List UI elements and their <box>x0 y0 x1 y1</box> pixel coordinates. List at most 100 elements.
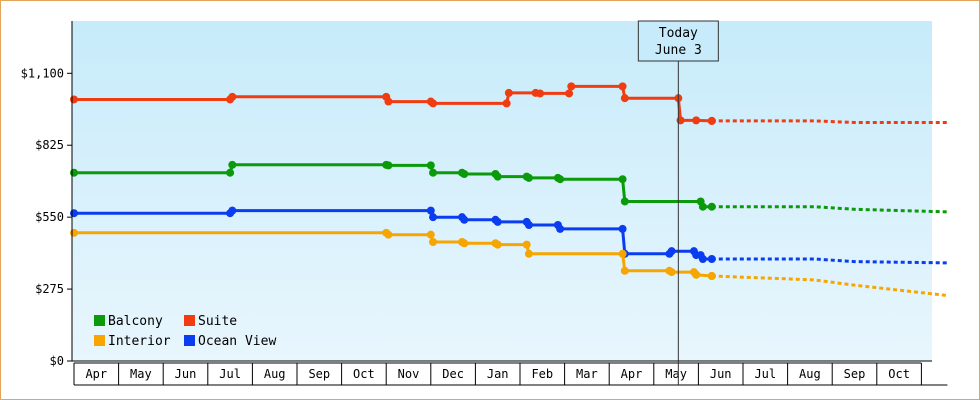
legend-swatch <box>184 335 195 346</box>
data-point <box>426 206 435 215</box>
data-point <box>228 92 237 101</box>
data-point <box>698 202 707 211</box>
data-point <box>70 209 78 218</box>
x-tick-label: Feb <box>531 367 553 381</box>
data-point <box>429 213 438 222</box>
x-tick-label: Mar <box>576 367 598 381</box>
data-point <box>384 161 393 170</box>
data-point <box>536 89 545 98</box>
legend-swatch <box>94 315 105 326</box>
data-point <box>460 215 469 224</box>
data-point <box>70 95 78 104</box>
today-label-line2: June 3 <box>655 43 702 58</box>
data-point <box>426 161 435 170</box>
data-point <box>384 230 393 239</box>
data-point <box>620 197 629 206</box>
data-point <box>667 268 676 277</box>
data-point <box>707 202 716 211</box>
data-point <box>567 82 576 91</box>
data-point <box>698 255 707 263</box>
x-tick-label: Nov <box>398 367 420 381</box>
forecast-line <box>711 119 949 124</box>
x-tick-label: Dec <box>442 367 464 381</box>
legend-label: Balcony <box>108 314 163 329</box>
data-point <box>692 116 701 125</box>
data-point <box>565 89 574 98</box>
y-tick-label: $1,100 <box>21 66 64 80</box>
data-point <box>620 94 629 103</box>
legend-label: Suite <box>198 314 237 329</box>
x-tick-label: Sep <box>844 367 866 381</box>
data-point <box>556 175 565 184</box>
y-tick-label: $825 <box>35 138 64 152</box>
data-point <box>228 206 237 215</box>
plot-area <box>72 21 932 361</box>
data-point <box>618 224 627 233</box>
data-point <box>70 228 78 237</box>
data-point <box>556 224 565 233</box>
data-point <box>618 249 627 258</box>
data-point <box>524 173 533 182</box>
forecast-line <box>711 274 949 298</box>
data-point <box>429 238 438 246</box>
data-point <box>493 217 502 226</box>
data-point <box>460 239 469 248</box>
x-tick-label: Aug <box>799 367 821 381</box>
data-point <box>524 221 533 229</box>
data-point <box>504 88 513 97</box>
legend-label: Interior <box>108 334 171 349</box>
data-point <box>502 99 511 108</box>
legend-item: Suite <box>184 314 237 329</box>
x-tick-label: Sep <box>308 367 330 381</box>
legend-label: Ocean View <box>198 334 276 349</box>
today-label-line1: Today <box>659 26 698 41</box>
x-tick-label: Apr <box>621 367 643 381</box>
data-point <box>620 266 629 275</box>
data-point <box>460 170 469 178</box>
data-point <box>618 175 627 184</box>
data-point <box>676 116 685 125</box>
today-label-box <box>637 20 719 62</box>
legend-item: Balcony <box>94 314 163 329</box>
data-point <box>493 172 502 181</box>
y-tick-label: $550 <box>35 210 64 224</box>
data-point <box>429 168 438 177</box>
data-point <box>618 82 627 91</box>
legend-item: Interior <box>94 334 171 349</box>
y-tick-label: $0 <box>50 354 64 368</box>
x-tick-label: Jun <box>710 367 732 381</box>
data-point <box>70 168 78 177</box>
x-tick-label: May <box>130 367 152 381</box>
x-tick-label: Jan <box>487 367 509 381</box>
data-point <box>429 99 438 108</box>
data-point <box>426 230 435 239</box>
series-ocean-view <box>70 206 949 265</box>
x-tick-label: Apr <box>85 367 107 381</box>
x-tick-label: Jul <box>754 367 776 381</box>
data-point <box>707 272 716 280</box>
data-point <box>667 247 676 256</box>
x-tick-label: Oct <box>353 367 375 381</box>
legend-swatch <box>94 335 105 346</box>
x-tick-label: Jul <box>219 367 241 381</box>
y-tick-label: $275 <box>35 282 64 296</box>
forecast-line <box>711 205 949 214</box>
data-point <box>522 240 531 249</box>
legend-swatch <box>184 315 195 326</box>
data-point <box>692 270 701 279</box>
x-tick-label: May <box>665 367 687 381</box>
data-point <box>707 116 716 125</box>
x-tick-label: Oct <box>888 367 910 381</box>
x-tick-label: Aug <box>264 367 286 381</box>
data-point <box>524 249 533 258</box>
data-point <box>228 160 237 169</box>
series-balcony <box>70 160 949 214</box>
x-tick-label: Jun <box>175 367 197 381</box>
data-point <box>226 168 235 177</box>
data-point <box>493 240 502 249</box>
forecast-line <box>711 257 949 265</box>
data-point <box>384 97 393 106</box>
data-point <box>707 255 716 263</box>
